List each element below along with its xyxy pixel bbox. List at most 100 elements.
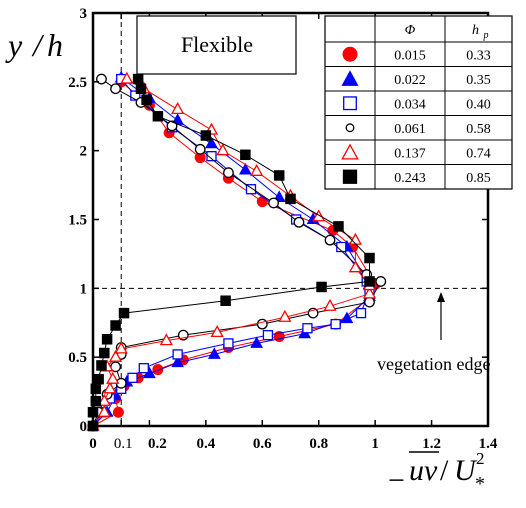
y-tick-label: 3 — [80, 6, 88, 22]
y-axis-label-slash: / — [31, 27, 45, 63]
series-line — [92, 78, 382, 427]
data-point — [120, 71, 134, 84]
data-point — [278, 309, 292, 322]
data-point — [245, 184, 257, 195]
data-point — [130, 90, 141, 101]
x-tick-label: 0 — [89, 436, 97, 452]
data-point — [207, 347, 221, 359]
data-point — [114, 341, 128, 354]
legend-hp-value: 0.40 — [466, 97, 491, 112]
x-axis-label-minus: − — [388, 464, 405, 497]
data-point — [152, 364, 164, 376]
data-point — [138, 363, 149, 374]
data-point — [159, 333, 173, 346]
data-point — [118, 307, 130, 319]
legend-phi-value: 0.022 — [394, 73, 426, 88]
data-point — [316, 281, 327, 293]
data-point — [364, 252, 375, 264]
data-point — [210, 325, 224, 338]
legend-marker — [341, 70, 359, 86]
y-tick-label: 2 — [80, 144, 88, 160]
x-axis-label-uv: uv — [409, 454, 438, 487]
annotation-text: vegetation edge — [377, 354, 490, 374]
annotation-arrow-head — [437, 292, 445, 302]
series-layer — [86, 70, 387, 432]
data-point — [312, 209, 326, 222]
data-point — [194, 143, 206, 155]
y-axis-label-h: h — [47, 27, 63, 63]
data-point — [152, 111, 164, 122]
y-tick-label: 2.5 — [68, 75, 87, 91]
data-point — [96, 360, 107, 371]
data-point — [364, 296, 375, 308]
data-point — [293, 216, 305, 228]
y-tick-label: 1 — [80, 281, 88, 297]
x-axis-label: − uv / U 2 * — [388, 449, 485, 497]
data-point — [103, 381, 117, 394]
data-point — [302, 323, 313, 334]
data-point — [223, 167, 234, 179]
x-tick-label: 0.8 — [309, 436, 328, 452]
x-axis-label-slash: / — [440, 454, 449, 487]
y-tick-label: 0.5 — [68, 350, 87, 366]
data-point — [127, 372, 138, 383]
legend-phi-value: 0.137 — [394, 146, 426, 161]
x-tick-label: 0.2 — [148, 436, 167, 452]
data-point — [364, 276, 375, 287]
vegetation-edge-annotation: vegetation edge — [377, 292, 490, 374]
data-point — [262, 329, 274, 341]
data-point — [362, 286, 377, 299]
data-point — [239, 162, 252, 175]
legend-marker — [342, 46, 358, 62]
data-point — [206, 151, 217, 162]
data-point — [285, 193, 296, 205]
data-point — [135, 83, 147, 94]
data-point — [240, 149, 251, 161]
data-point — [250, 163, 264, 176]
data-point — [268, 197, 279, 209]
data-point — [220, 295, 231, 306]
x-axis-label-U: U — [454, 454, 478, 487]
x-tick-label: 1 — [371, 436, 379, 452]
data-point — [273, 170, 285, 181]
x-axis-label-star: * — [475, 473, 485, 495]
data-point — [106, 371, 120, 384]
data-point — [323, 298, 337, 311]
data-point — [132, 73, 144, 85]
legend-hp-value: 0.33 — [466, 48, 491, 63]
y-axis-label-text: y — [5, 27, 23, 63]
data-point — [330, 318, 341, 330]
legend-header-hp: h — [472, 23, 479, 38]
data-point — [112, 406, 124, 418]
data-point — [324, 234, 336, 246]
x-tick-label: 1.2 — [422, 436, 441, 452]
legend-marker — [341, 143, 359, 160]
data-point — [171, 355, 184, 368]
legend-hp-value: 0.35 — [466, 73, 491, 88]
legend-phi-value: 0.015 — [394, 48, 426, 63]
legend-hp-value: 0.85 — [466, 171, 491, 186]
data-point — [216, 143, 230, 156]
data-point — [110, 320, 121, 331]
legend-header-hp-sub: p — [483, 30, 489, 41]
data-point — [171, 102, 185, 115]
data-point — [90, 395, 102, 407]
legend-hp-value: 0.74 — [466, 146, 491, 161]
data-point — [97, 393, 111, 406]
chart-title: Flexible — [181, 32, 253, 57]
x-tick-label: 1.4 — [479, 436, 498, 452]
y-axis-label: y / h — [5, 27, 63, 63]
legend-marker — [342, 169, 358, 184]
data-point — [93, 373, 104, 385]
data-point — [99, 347, 110, 359]
legend-phi-value: 0.061 — [394, 122, 426, 137]
x-tick-label: 0.1 — [114, 436, 133, 452]
data-point — [250, 336, 263, 348]
legend-hp-value: 0.58 — [466, 122, 491, 137]
x-axis-label-sq: 2 — [476, 449, 485, 468]
data-point — [141, 94, 152, 105]
y-tick-label: 0 — [80, 419, 88, 435]
data-point — [256, 318, 268, 330]
